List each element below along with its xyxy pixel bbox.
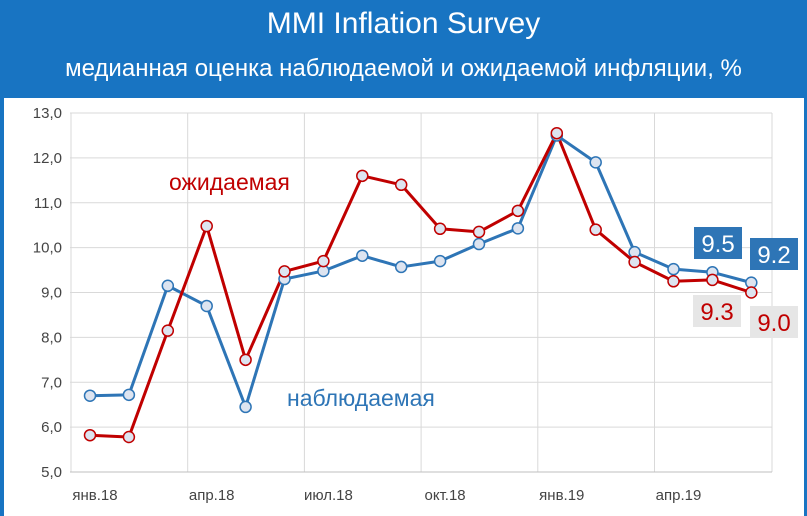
axis: 5,0 6,0 7,0 8,0 9,0 10,0 11,0 12,0 13,0 янв.18 апр… [33, 105, 772, 504]
series-line-observed [89, 133, 752, 409]
last-label-observed-may: 9.5 [701, 231, 734, 258]
data-point-expected [356, 169, 369, 183]
y-tick-label: 12,0 [33, 150, 62, 167]
y-tick-label: 5,0 [41, 464, 62, 481]
data-point-expected [394, 178, 408, 192]
data-point-expected [667, 275, 680, 288]
y-tick-label: 13,0 [33, 105, 62, 122]
data-point-expected [317, 254, 330, 268]
plot-panel: 5,0 6,0 7,0 8,0 9,0 10,0 11,0 12,0 13,0 янв.18 апр… [4, 98, 804, 516]
last-label-expected-jun-box [750, 306, 798, 338]
data-point-observed [667, 262, 680, 276]
data-point-observed [83, 389, 97, 402]
last-label-observed-may-box [694, 227, 742, 259]
data-point-expected [122, 430, 136, 444]
last-label-observed-jun-box [750, 238, 798, 270]
y-tick-label: 8,0 [41, 329, 62, 346]
chart-title: MMI Inflation Survey [266, 7, 541, 40]
data-point-expected [589, 223, 602, 236]
x-tick-label: апр.19 [656, 487, 702, 504]
last-label-expected-jun: 9.0 [757, 310, 790, 337]
data-point-expected [472, 225, 486, 239]
data-point-observed [356, 249, 369, 262]
series-lines [89, 131, 752, 439]
data-point-observed [511, 222, 525, 235]
data-point-expected [161, 324, 175, 337]
inflation-line-chart: 5,0 6,0 7,0 8,0 9,0 10,0 11,0 12,0 13,0 янв.18 апр… [33, 105, 798, 504]
data-point-observed [589, 156, 602, 169]
data-point-expected [628, 255, 641, 269]
last-value-labels: 9.5 9.2 9.3 9.0 [693, 227, 798, 338]
grid-lines [70, 112, 773, 473]
data-point-expected [239, 353, 252, 367]
x-tick-label: янв.18 [72, 487, 117, 504]
y-tick-label: 7,0 [41, 374, 62, 391]
x-tick-label: апр.18 [189, 487, 235, 504]
last-label-observed-jun: 9.2 [757, 242, 790, 269]
data-point-expected [278, 265, 291, 278]
x-tick-label: янв.19 [539, 487, 584, 504]
last-label-expected-may: 9.3 [700, 299, 733, 326]
data-point-expected [433, 222, 447, 236]
y-tick-label: 9,0 [41, 285, 62, 302]
data-point-expected [511, 204, 525, 218]
data-point-observed [200, 299, 213, 313]
chart-subtitle: медианная оценка наблюдаемой и ожидаемой… [65, 55, 742, 82]
series-line-expected [89, 131, 752, 439]
data-point-observed [122, 388, 136, 402]
series-label-observed: наблюдаемая [287, 385, 435, 411]
data-point-observed [433, 254, 447, 268]
data-point-observed [161, 279, 175, 293]
data-point-observed [472, 237, 486, 251]
data-point-expected [706, 273, 719, 287]
data-point-expected [200, 219, 213, 233]
y-tick-label: 6,0 [41, 419, 62, 436]
data-point-expected [745, 286, 758, 299]
x-tick-label: окт.18 [425, 487, 466, 504]
data-point-observed [394, 260, 408, 274]
y-tick-label: 11,0 [34, 195, 62, 212]
data-point-expected [83, 428, 97, 442]
y-tick-label: 10,0 [33, 240, 62, 257]
data-point-expected [550, 126, 564, 140]
series-label-expected: ожидаемая [169, 169, 290, 195]
data-point-observed [239, 400, 252, 414]
last-label-expected-may-box [693, 295, 741, 327]
x-tick-label: июл.18 [304, 487, 353, 504]
series-markers [83, 126, 758, 444]
